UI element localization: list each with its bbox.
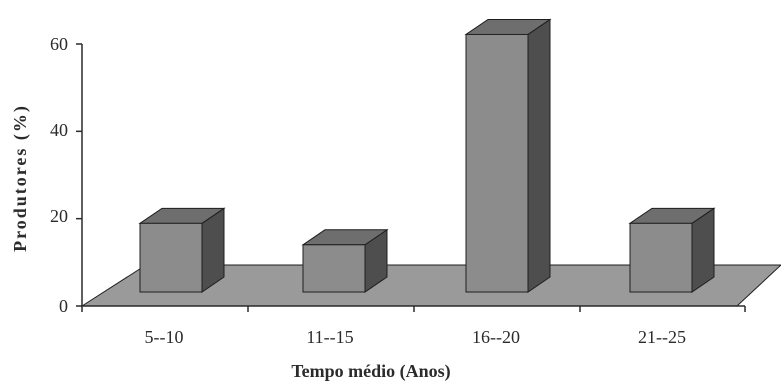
- x-tick-label-21-25: 21--25: [638, 327, 686, 347]
- y-tick-label-40: 40: [50, 120, 68, 140]
- bar-front-face: [302, 244, 366, 293]
- bar-2: [301, 228, 389, 293]
- x-tick-label-11-15: 11--15: [306, 327, 353, 347]
- x-tick-label-16-20: 16--20: [472, 327, 520, 347]
- y-tick-label-60: 60: [50, 34, 68, 54]
- bar-front-face: [629, 222, 693, 293]
- bar-front-face: [465, 33, 529, 293]
- y-tick-label-20: 20: [50, 206, 68, 226]
- x-tick-label-5-10: 5--10: [145, 327, 184, 347]
- bar-front-face: [139, 222, 203, 293]
- bar-side-face: [527, 18, 551, 293]
- bar-3: [464, 18, 552, 293]
- y-tick-label-0: 0: [59, 296, 68, 316]
- bar-4: [628, 207, 716, 293]
- bar-1: [138, 207, 226, 293]
- x-axis-title: Tempo médio (Anos): [291, 361, 450, 382]
- y-axis-title: Produtores (%): [10, 104, 31, 252]
